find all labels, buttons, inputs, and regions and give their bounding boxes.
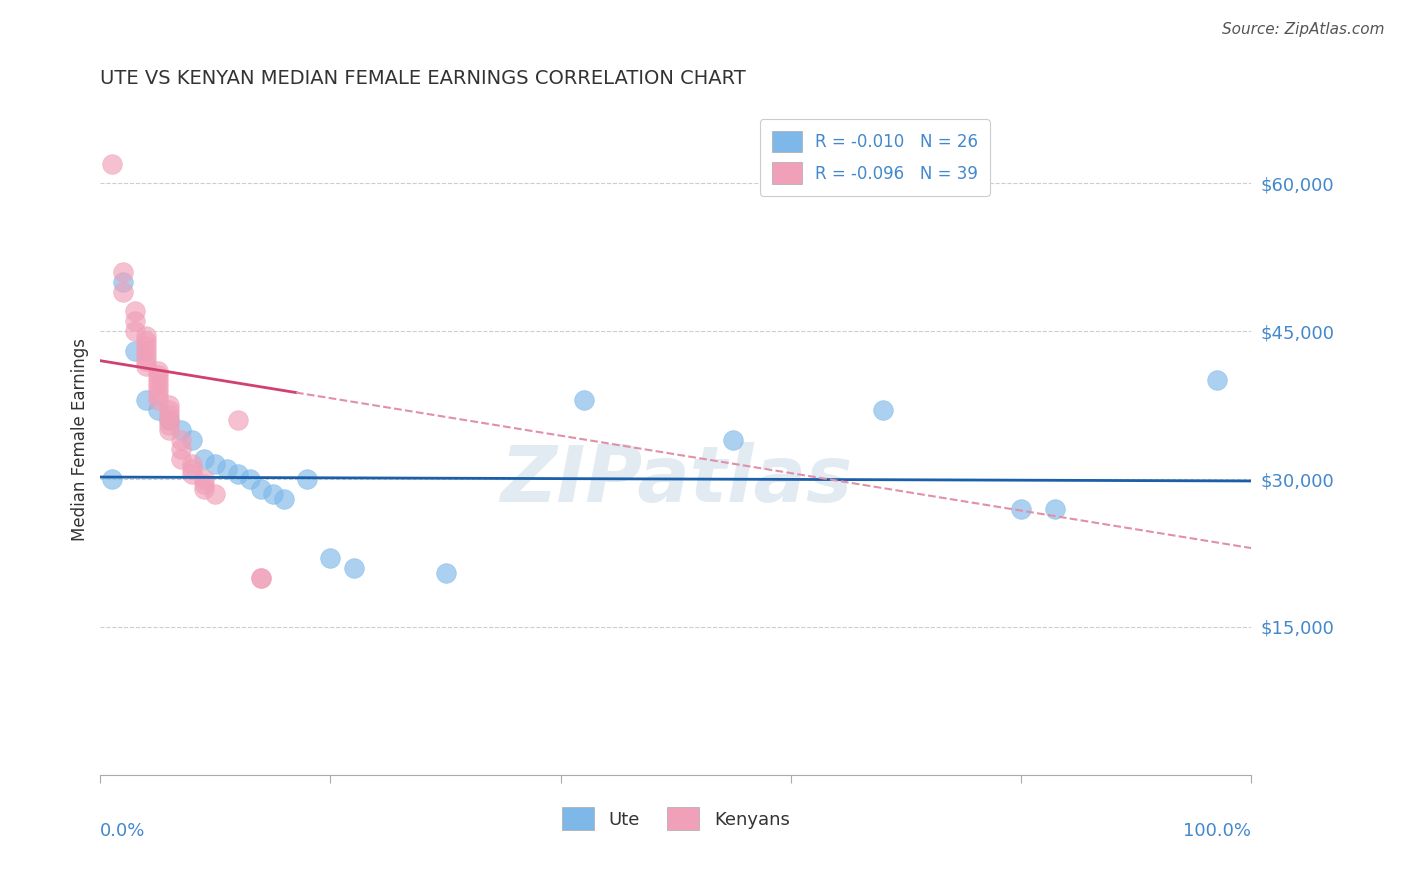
Point — [228, 467, 250, 481]
Point — [146, 393, 169, 408]
Point — [1205, 373, 1227, 387]
Point — [135, 339, 157, 353]
Point — [146, 373, 169, 387]
Point — [146, 363, 169, 377]
Point — [193, 482, 215, 496]
Point — [181, 433, 204, 447]
Text: 100.0%: 100.0% — [1182, 822, 1251, 839]
Point — [170, 433, 193, 447]
Point — [170, 442, 193, 457]
Point — [101, 156, 124, 170]
Point — [1010, 501, 1032, 516]
Point — [146, 368, 169, 383]
Point — [135, 334, 157, 348]
Point — [872, 403, 894, 417]
Point — [215, 462, 238, 476]
Point — [157, 408, 180, 422]
Point — [135, 353, 157, 368]
Point — [170, 423, 193, 437]
Point — [112, 265, 135, 279]
Point — [124, 314, 146, 328]
Point — [721, 433, 744, 447]
Point — [1045, 501, 1067, 516]
Point — [193, 452, 215, 467]
Point — [239, 472, 262, 486]
Point — [297, 472, 319, 486]
Point — [112, 275, 135, 289]
Point — [101, 472, 124, 486]
Point — [157, 413, 180, 427]
Point — [157, 417, 180, 432]
Point — [157, 423, 180, 437]
Point — [250, 571, 273, 585]
Point — [342, 560, 364, 574]
Point — [112, 285, 135, 299]
Point — [181, 462, 204, 476]
Text: 0.0%: 0.0% — [100, 822, 146, 839]
Point — [135, 343, 157, 358]
Point — [572, 393, 595, 408]
Text: UTE VS KENYAN MEDIAN FEMALE EARNINGS CORRELATION CHART: UTE VS KENYAN MEDIAN FEMALE EARNINGS COR… — [100, 69, 747, 87]
Point — [124, 304, 146, 318]
Point — [135, 349, 157, 363]
Point — [146, 403, 169, 417]
Point — [434, 566, 457, 580]
Point — [157, 403, 180, 417]
Point — [319, 550, 342, 565]
Point — [157, 413, 180, 427]
Point — [181, 467, 204, 481]
Point — [146, 378, 169, 392]
Point — [157, 398, 180, 412]
Point — [146, 384, 169, 398]
Point — [193, 472, 215, 486]
Point — [181, 457, 204, 471]
Point — [135, 359, 157, 373]
Point — [124, 324, 146, 338]
Point — [135, 329, 157, 343]
Point — [170, 452, 193, 467]
Legend: Ute, Kenyans: Ute, Kenyans — [553, 798, 799, 839]
Point — [204, 487, 226, 501]
Text: ZIPatlas: ZIPatlas — [499, 442, 852, 517]
Point — [124, 343, 146, 358]
Point — [262, 487, 284, 501]
Point — [228, 413, 250, 427]
Y-axis label: Median Female Earnings: Median Female Earnings — [72, 338, 89, 541]
Text: Source: ZipAtlas.com: Source: ZipAtlas.com — [1222, 22, 1385, 37]
Point — [250, 482, 273, 496]
Point — [193, 477, 215, 491]
Point — [250, 571, 273, 585]
Point — [204, 457, 226, 471]
Point — [135, 393, 157, 408]
Point — [273, 491, 295, 506]
Point — [146, 388, 169, 402]
